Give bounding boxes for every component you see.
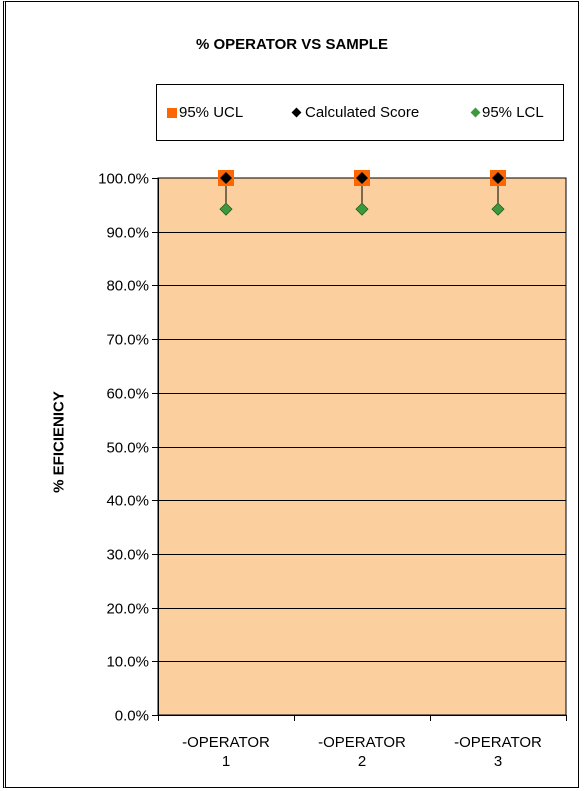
y-tick-label: 50.0% xyxy=(106,440,149,457)
lcl-point xyxy=(355,202,369,216)
x-tick-label: 1 xyxy=(222,753,230,770)
y-tick-label: 0.0% xyxy=(115,708,149,725)
x-tick-label: -OPERATOR xyxy=(318,734,406,751)
y-tick-label: 80.0% xyxy=(106,278,149,295)
y-tick-label: 30.0% xyxy=(106,547,149,564)
legend-label-calculated-score: Calculated Score xyxy=(305,104,420,121)
lcl-point xyxy=(491,202,505,216)
y-tick-label: 60.0% xyxy=(106,386,149,403)
legend-entry-ucl: 95% UCL xyxy=(167,104,243,121)
y-tick-label: 10.0% xyxy=(106,654,149,671)
x-tick-label: 2 xyxy=(358,753,366,770)
calculated-score-point xyxy=(220,172,232,184)
x-tick-label: -OPERATOR xyxy=(454,734,542,751)
x-tick-label: 3 xyxy=(494,753,502,770)
legend-entry-lcl: 95% LCL xyxy=(470,104,544,121)
y-tick-label: 100.0% xyxy=(98,171,149,188)
y-tick-label: 20.0% xyxy=(106,601,149,618)
y-tick-label: 40.0% xyxy=(106,493,149,510)
calculated-score-point xyxy=(356,172,368,184)
square-marker-icon xyxy=(167,108,177,118)
legend-entry-calculated-score: Calculated Score xyxy=(290,104,419,121)
y-tick-label: 70.0% xyxy=(106,332,149,349)
lcl-point xyxy=(219,202,233,216)
legend-label-ucl: 95% UCL xyxy=(179,104,244,121)
x-tick-label: -OPERATOR xyxy=(182,734,270,751)
plot-background xyxy=(157,177,567,716)
chart-frame xyxy=(3,1,579,788)
chart-title: % OPERATOR VS SAMPLE xyxy=(196,36,388,53)
legend: 95% UCL Calculated Score 95% LCL xyxy=(156,84,564,141)
legend-label-lcl: 95% LCL xyxy=(482,104,544,121)
calculated-score-point xyxy=(492,172,504,184)
y-tick-label: 90.0% xyxy=(106,225,149,242)
